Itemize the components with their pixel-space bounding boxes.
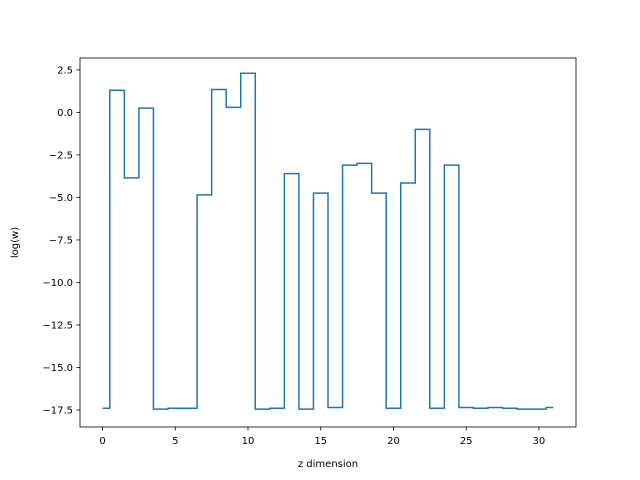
x-tick-label: 20 [387, 436, 400, 447]
axis-ticks: 0 5 10 15 20 25 30 2.5 0.0 −2.5 −5.0 −7.5 −10.0 −12.5… [42, 65, 545, 447]
y-tick-label: 2.5 [57, 65, 73, 76]
y-tick-label: −10.0 [42, 278, 73, 289]
series-line-0 [102, 72, 554, 410]
y-tick-label: −17.5 [42, 405, 73, 416]
axes-frame [79, 57, 577, 428]
y-tick-label: −12.5 [42, 320, 73, 331]
x-tick-label: 25 [460, 436, 473, 447]
x-tick-label: 30 [533, 436, 546, 447]
x-axis-label: z dimension [298, 459, 358, 470]
y-tick-label: −5.0 [49, 193, 73, 204]
plot-area [102, 72, 554, 410]
x-tick-label: 15 [314, 436, 327, 447]
x-tick-label: 0 [99, 436, 105, 447]
y-tick-label: −15.0 [42, 363, 73, 374]
y-tick-label: −2.5 [49, 150, 73, 161]
y-tick-label: −7.5 [49, 235, 73, 246]
x-tick-label: 5 [172, 436, 178, 447]
x-tick-label: 10 [242, 436, 255, 447]
y-tick-label: 0.0 [57, 108, 73, 119]
y-axis-label: log(w) [10, 227, 21, 258]
